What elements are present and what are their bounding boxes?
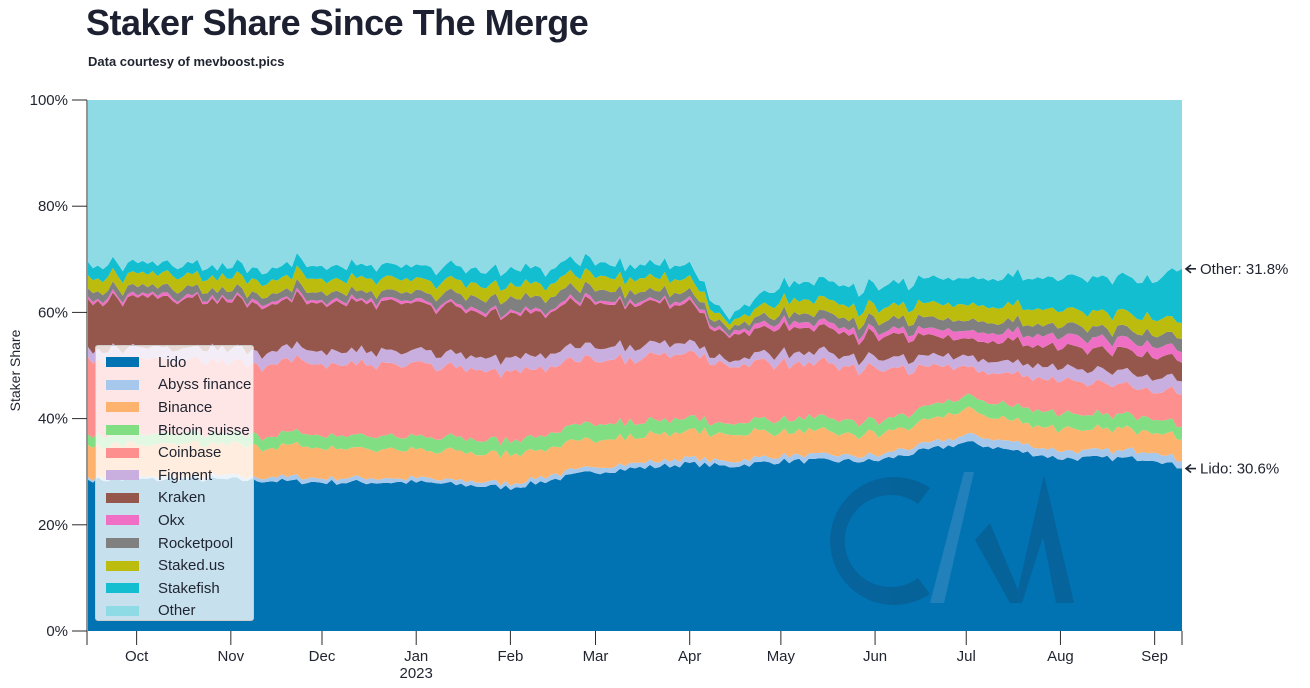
- x-tick-label: Jun: [863, 648, 887, 665]
- legend-label: Lido: [158, 353, 187, 371]
- legend-item: Kraken: [106, 487, 253, 510]
- legend-swatch: [106, 357, 139, 368]
- area-kraken: [88, 290, 1182, 382]
- legend: Lido Abyss finance Binance Bitcoin suisse Co…: [95, 345, 254, 621]
- chart-title: Staker Share Since The Merge: [86, 2, 589, 43]
- legend-item: Staked.us: [106, 554, 253, 577]
- legend-item: Coinbase: [106, 441, 253, 464]
- legend-swatch: [106, 447, 139, 458]
- legend-label: Bitcoin suisse: [158, 421, 250, 439]
- annotations: Other: 31.8% Lido: 30.6%: [1184, 261, 1288, 478]
- area-binance: [88, 406, 1182, 486]
- y-tick-label: 100%: [30, 92, 68, 109]
- legend-label: Figment: [158, 466, 213, 484]
- x-tick-label: Oct: [125, 648, 149, 665]
- y-tick-label: 0%: [46, 623, 68, 640]
- area-other: [88, 100, 1182, 320]
- legend-swatch: [106, 379, 139, 390]
- area-figment: [88, 339, 1182, 395]
- legend-label: Kraken: [158, 489, 206, 507]
- x-tick-label: May: [767, 648, 796, 665]
- y-axis-title: Staker Share: [7, 329, 23, 411]
- watermark-slash: [930, 472, 974, 603]
- legend-swatch: [106, 492, 139, 503]
- legend-item: Stakefish: [106, 577, 253, 600]
- legend-label: Rocketpool: [158, 534, 234, 552]
- annotation-label: Other: 31.8%: [1200, 261, 1288, 278]
- legend-item: Other: [106, 600, 253, 623]
- legend-swatch: [106, 515, 139, 526]
- arrow-left-icon: [1184, 264, 1196, 274]
- legend-swatch: [106, 538, 139, 549]
- legend-label: Coinbase: [158, 444, 222, 462]
- legend-swatch: [106, 470, 139, 481]
- arrow-left-icon: [1184, 463, 1196, 474]
- legend-item: Figment: [106, 464, 253, 487]
- x-tick-label: Dec: [309, 648, 336, 665]
- annotation-label: Lido: 30.6%: [1200, 461, 1279, 478]
- legend-item: Rocketpool: [106, 532, 253, 555]
- legend-label: Stakefish: [158, 579, 220, 597]
- x-tick-label: Nov: [217, 648, 244, 665]
- legend-item: Bitcoin suisse: [106, 419, 253, 442]
- area-staked-us: [88, 265, 1182, 339]
- area-stakefish: [88, 253, 1182, 325]
- x-tick-label: Feb: [497, 648, 523, 665]
- area-rocketpool: [88, 278, 1182, 353]
- legend-swatch: [106, 560, 139, 571]
- legend-swatch: [106, 402, 139, 413]
- legend-item: Okx: [106, 509, 253, 532]
- area-bitcoin-suisse: [88, 393, 1182, 458]
- y-tick-label: 20%: [38, 517, 68, 534]
- x-tick-label: Jul: [957, 648, 976, 665]
- chart-subtitle: Data courtesy of mevboost.pics: [88, 54, 285, 69]
- legend-item: Binance: [106, 396, 253, 419]
- y-tick-label: 80%: [38, 198, 68, 215]
- legend-swatch: [106, 425, 139, 436]
- legend-swatch: [106, 605, 139, 616]
- legend-swatch: [106, 583, 139, 594]
- watermark-logo: [830, 472, 1074, 605]
- axes: 0% 20% 40% 60% 80% 100% Staker Share Oct Nov Dec J…: [7, 92, 1183, 682]
- legend-label: Staked.us: [158, 557, 225, 575]
- watermark-m: [975, 475, 1074, 603]
- annotation-other: Other: 31.8%: [1184, 261, 1288, 278]
- legend-label: Abyss finance: [158, 376, 252, 394]
- x-tick-label: Jan: [404, 648, 428, 665]
- y-tick-label: 60%: [38, 304, 68, 321]
- x-tick-sublabel: 2023: [400, 665, 433, 682]
- legend-label: Binance: [158, 398, 213, 416]
- y-tick-label: 40%: [38, 411, 68, 428]
- legend-label: Other: [158, 602, 196, 620]
- x-tick-label: Aug: [1047, 648, 1074, 665]
- x-tick-label: Apr: [678, 648, 701, 665]
- watermark-c: [830, 477, 930, 605]
- legend-label: Okx: [158, 511, 185, 529]
- annotation-lido: Lido: 30.6%: [1184, 461, 1279, 478]
- x-tick-label: Mar: [583, 648, 609, 665]
- legend-item: Abyss finance: [106, 374, 253, 397]
- area-coinbase: [88, 350, 1182, 446]
- x-tick-label: Sep: [1141, 648, 1168, 665]
- legend-item: Lido: [106, 351, 253, 374]
